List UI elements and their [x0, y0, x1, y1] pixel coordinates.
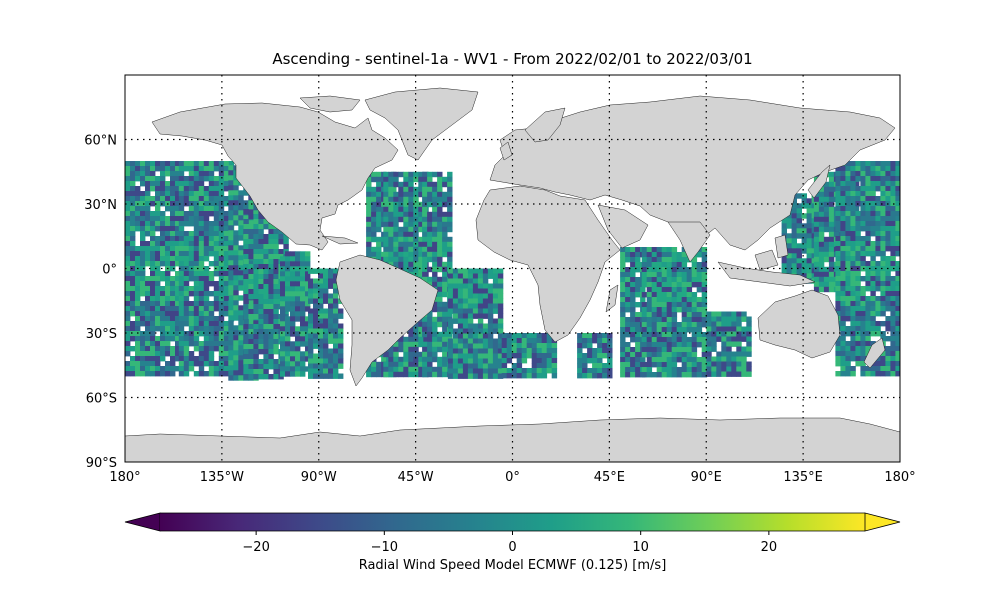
x-tick-label: 180° — [109, 470, 140, 485]
map-frame — [124, 74, 901, 463]
land-new-zealand — [863, 337, 886, 369]
colorbar-tick-label: 10 — [632, 540, 649, 555]
y-tick-label: 0° — [102, 263, 117, 278]
swath-band — [706, 311, 752, 377]
x-tick-label: 90°W — [301, 470, 337, 485]
land-japan — [807, 164, 831, 199]
x-tick-label: 45°E — [594, 470, 625, 485]
x-tick-label: 135°E — [783, 470, 823, 485]
land-borneo — [754, 249, 779, 271]
gridlines — [125, 75, 900, 462]
y-tick-label: 30°N — [84, 198, 117, 213]
colorbar-tick-label: 20 — [761, 540, 778, 555]
land-caribbean — [321, 235, 359, 245]
x-tick-label: 0° — [505, 470, 520, 485]
land-australia — [757, 289, 841, 359]
swath-data-layer — [125, 161, 900, 381]
swath-band — [641, 247, 708, 378]
land-arctic-islands — [299, 95, 361, 113]
x-tick-label: 45°W — [398, 470, 434, 485]
land-arabia — [597, 204, 649, 249]
land-madagascar — [605, 284, 619, 313]
colorbar-tick-label: −20 — [242, 540, 269, 555]
swath-band — [308, 268, 344, 379]
land-eurasia — [489, 95, 896, 251]
swath-band — [280, 251, 311, 377]
land-uk — [499, 141, 513, 161]
swath-band — [501, 333, 558, 379]
x-tick-label: 90°E — [691, 470, 722, 485]
y-tick-label: 60°N — [84, 134, 117, 149]
swath-band — [577, 333, 613, 379]
swath-band — [447, 268, 504, 379]
colorbar-tick-label: 0 — [508, 540, 516, 555]
colorbar: −20 −10 0 10 20 — [124, 512, 901, 555]
swath-band — [620, 247, 646, 378]
colorbar-body — [160, 513, 865, 531]
colorbar-min-extend — [124, 512, 161, 532]
land-scandinavia — [524, 107, 566, 143]
colorbar-max-extend — [864, 512, 901, 532]
colorbar-ticks: −20 −10 0 10 20 — [242, 531, 777, 555]
y-tick-label: 30°S — [86, 327, 117, 342]
x-tick-label: 180° — [884, 470, 915, 485]
land-south-america — [335, 254, 439, 387]
swath-band — [125, 161, 181, 377]
map-title: Ascending - sentinel-1a - WV1 - From 202… — [272, 50, 753, 68]
x-tick-labels: 180° 135°W 90°W 45°W 0° 45°E 90°E 135°E 180° — [109, 470, 915, 485]
land-layer — [125, 87, 900, 462]
y-tick-labels: 60°N 30°N 0° 30°S 60°S 90°S — [84, 134, 117, 472]
y-tick-label: 90°S — [86, 456, 117, 471]
land-india — [667, 221, 711, 263]
land-philippines — [774, 234, 789, 259]
land-indonesia — [717, 261, 816, 287]
swath-band — [835, 161, 900, 377]
colorbar-tick-label: −10 — [371, 540, 398, 555]
y-tick-label: 60°S — [86, 392, 117, 407]
colorbar-label: Radial Wind Speed Model ECMWF (0.125) [m… — [358, 558, 667, 573]
x-tick-label: 135°W — [200, 470, 244, 485]
